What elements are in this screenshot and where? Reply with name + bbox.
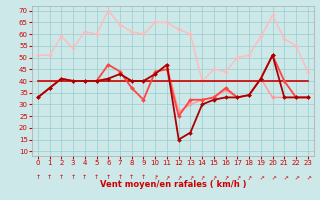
Text: ↑: ↑ [222, 175, 229, 182]
Text: ↑: ↑ [210, 175, 217, 182]
Text: ↑: ↑ [199, 175, 206, 182]
Text: ↑: ↑ [175, 175, 182, 182]
Text: ↑: ↑ [257, 175, 264, 183]
Text: ↑: ↑ [164, 175, 171, 182]
Text: ↑: ↑ [117, 175, 123, 180]
Text: ↑: ↑ [292, 175, 300, 183]
Text: ↑: ↑ [82, 175, 87, 180]
Text: ↑: ↑ [152, 175, 158, 182]
Text: ↑: ↑ [47, 175, 52, 180]
Text: ↑: ↑ [269, 175, 276, 183]
Text: ↑: ↑ [304, 175, 311, 183]
Text: ↑: ↑ [106, 175, 111, 180]
Text: ↑: ↑ [59, 175, 64, 180]
Text: ↑: ↑ [245, 175, 252, 182]
Text: ↑: ↑ [281, 175, 288, 183]
Text: ↑: ↑ [141, 175, 146, 180]
Text: ↑: ↑ [234, 175, 241, 182]
X-axis label: Vent moyen/en rafales ( km/h ): Vent moyen/en rafales ( km/h ) [100, 180, 246, 189]
Text: ↑: ↑ [187, 175, 194, 182]
Text: ↑: ↑ [70, 175, 76, 180]
Text: ↑: ↑ [94, 175, 99, 180]
Text: ↑: ↑ [129, 175, 134, 180]
Text: ↑: ↑ [35, 175, 41, 180]
